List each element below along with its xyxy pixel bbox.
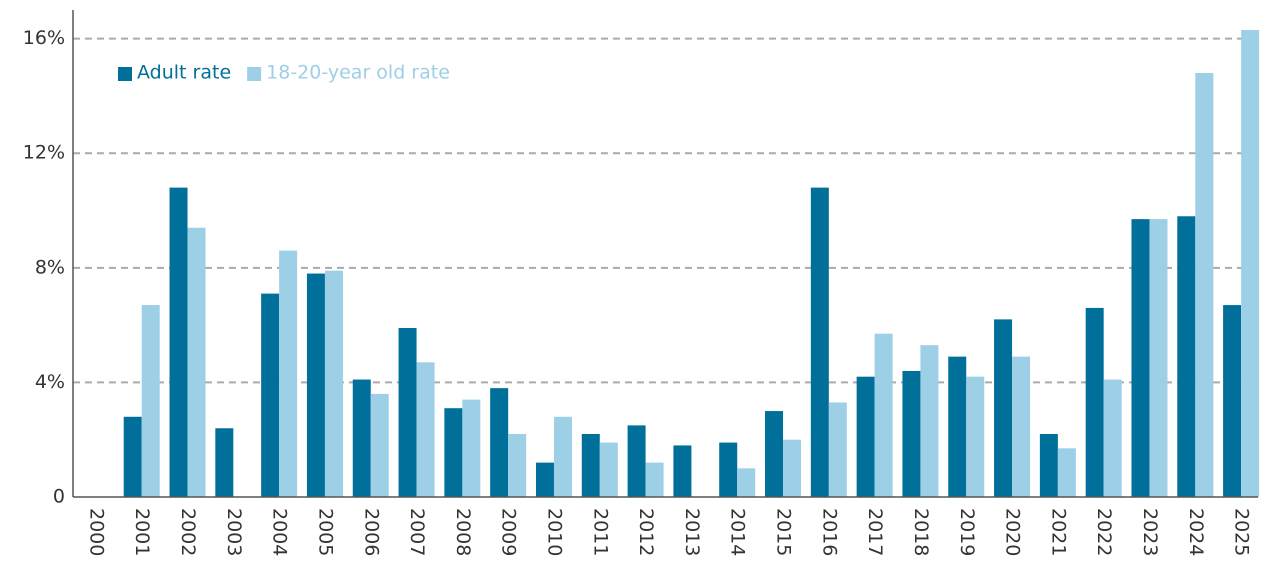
- y-tick-label: 0: [53, 486, 65, 508]
- bar: [535, 462, 554, 497]
- x-tick-label: 2010: [543, 508, 565, 556]
- bar: [920, 345, 939, 497]
- bar: [261, 293, 280, 497]
- y-tick-label: 8%: [35, 256, 65, 278]
- x-tick-label: 2022: [1093, 508, 1115, 556]
- x-tick-label: 2011: [589, 508, 611, 556]
- bar: [581, 433, 600, 497]
- bar: [673, 445, 692, 497]
- bar: [966, 376, 985, 497]
- bar: [783, 439, 802, 497]
- bar: [279, 250, 298, 497]
- x-tick-label: 2008: [452, 508, 474, 556]
- x-tick-label: 2005: [314, 508, 336, 556]
- x-tick-label: 2020: [1002, 508, 1024, 556]
- bar: [1149, 219, 1168, 497]
- bar: [828, 402, 847, 497]
- bar: [1103, 379, 1122, 497]
- bar: [462, 399, 481, 497]
- x-tick-label: 2024: [1185, 508, 1207, 556]
- bar: [1195, 73, 1214, 497]
- bar: [856, 376, 875, 497]
- x-tick-label: 2006: [360, 508, 382, 556]
- bar: [1057, 448, 1076, 497]
- x-tick-label: 2025: [1231, 508, 1253, 556]
- bar: [416, 362, 435, 497]
- x-tick-label: 2017: [864, 508, 886, 556]
- bar: [948, 356, 967, 497]
- bar: [765, 411, 784, 497]
- x-tick-label: 2015: [773, 508, 795, 556]
- x-tick-label: 2023: [1139, 508, 1161, 556]
- bar: [645, 462, 664, 497]
- x-tick-label: 2012: [635, 508, 657, 556]
- x-tick-label: 2003: [223, 508, 245, 556]
- y-tick-label: 16%: [23, 27, 65, 49]
- bar: [508, 433, 527, 497]
- x-tick-label: 2007: [406, 508, 428, 556]
- bar: [719, 442, 738, 497]
- bar: [627, 425, 646, 497]
- bar: [1085, 307, 1104, 497]
- bar: [352, 379, 371, 497]
- bar: [810, 187, 829, 498]
- bar: [398, 327, 417, 497]
- bar: [1223, 305, 1242, 497]
- bar: [553, 416, 572, 497]
- y-tick-label: 4%: [35, 371, 65, 393]
- bar: [599, 442, 618, 497]
- bar: [902, 370, 921, 497]
- bar: [874, 333, 893, 497]
- x-tick-label: 2002: [177, 508, 199, 556]
- legend-label: Adult rate: [137, 62, 231, 84]
- x-tick-label: 2021: [1047, 508, 1069, 556]
- y-tick-label: 12%: [23, 142, 65, 164]
- bar: [187, 227, 206, 497]
- bar: [1131, 219, 1150, 497]
- bar: [444, 408, 463, 497]
- x-tick-label: 2009: [498, 508, 520, 556]
- legend-label: 18-20-year old rate: [266, 62, 450, 84]
- bar: [1241, 30, 1260, 497]
- bar: [169, 187, 188, 498]
- bar: [370, 393, 389, 497]
- x-tick-label: 2016: [818, 508, 840, 556]
- bar: [306, 273, 325, 497]
- bar: [123, 416, 142, 497]
- bar: [1177, 216, 1196, 497]
- x-tick-label: 2004: [269, 508, 291, 556]
- bar: [141, 305, 160, 497]
- bar: [215, 428, 234, 497]
- legend-swatch: [247, 67, 262, 81]
- x-tick-label: 2013: [681, 508, 703, 556]
- bar: [1012, 356, 1031, 497]
- bar: [737, 468, 756, 497]
- x-tick-label: 2019: [956, 508, 978, 556]
- x-tick-label: 2018: [910, 508, 932, 556]
- bar: [994, 319, 1013, 497]
- bar: [324, 270, 343, 497]
- x-tick-label: 2014: [727, 508, 749, 556]
- x-tick-label: 2000: [85, 508, 107, 556]
- bar: [1039, 433, 1058, 497]
- legend-swatch: [118, 67, 132, 81]
- bar: [490, 388, 509, 497]
- x-tick-label: 2001: [131, 508, 153, 556]
